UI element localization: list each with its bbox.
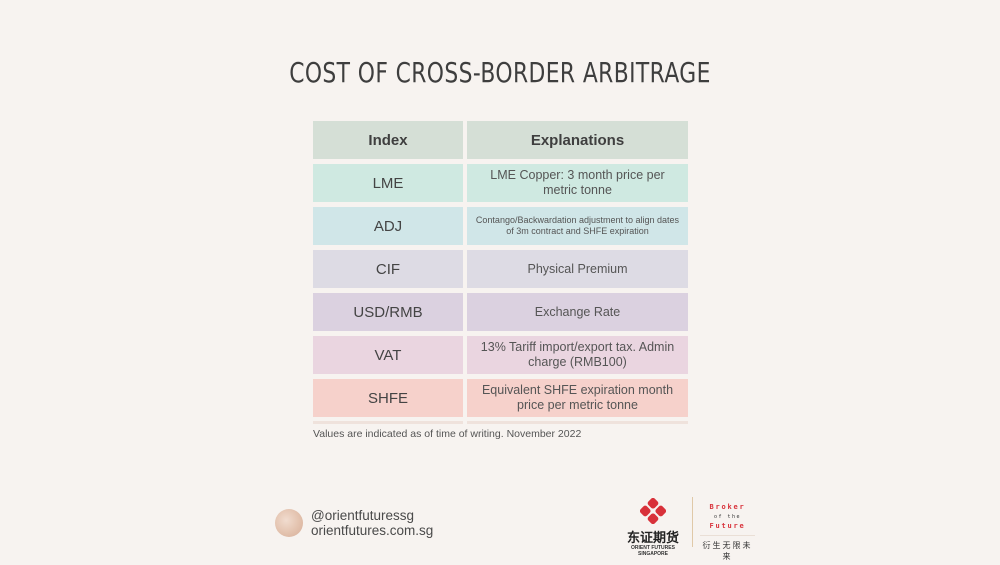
table-row: VAT 13% Tariff import/export tax. Admin … [313, 336, 688, 374]
explanation-cell: 13% Tariff import/export tax. Admin char… [467, 336, 688, 374]
footnote: Values are indicated as of time of writi… [313, 428, 582, 440]
table-row: ADJ Contango/Backwardation adjustment to… [313, 207, 688, 245]
explanation-cell: LME Copper: 3 month price per metric ton… [467, 164, 688, 202]
tagline-future: Future [709, 522, 746, 530]
logo-divider [692, 497, 693, 547]
table-header-row: Index Explanations [313, 121, 688, 159]
logo-region: SINGAPORE [637, 551, 668, 557]
website-link[interactable]: orientfutures.com.sg [311, 523, 434, 538]
tagline-block: Broker of the Future 衍生无限未来 [700, 502, 755, 562]
index-cell: LME [313, 164, 463, 202]
logo-mark-icon [639, 497, 667, 525]
tagline-of-the: of the [713, 514, 742, 520]
index-cell: VAT [313, 336, 463, 374]
index-cell: ADJ [313, 207, 463, 245]
explanation-cell: Equivalent SHFE expiration month price p… [467, 379, 688, 417]
table-row: CIF Physical Premium [313, 250, 688, 288]
header-explanations: Explanations [467, 121, 688, 159]
index-cell: CIF [313, 250, 463, 288]
social-block: @orientfuturessg orientfutures.com.sg [275, 508, 433, 538]
explanation-cell: Physical Premium [467, 250, 688, 288]
arbitrage-cost-table: Index Explanations LME LME Copper: 3 mon… [313, 121, 688, 424]
tagline-broker: Broker [709, 503, 746, 511]
social-handle[interactable]: @orientfuturessg [311, 508, 415, 523]
explanation-cell: Contango/Backwardation adjustment to ali… [467, 207, 688, 245]
logo-chinese-name: 东证期货 [626, 530, 679, 545]
table-bottom-strip [313, 421, 688, 424]
table-row: LME LME Copper: 3 month price per metric… [313, 164, 688, 202]
page-title: COST OF CROSS-BORDER ARBITRAGE [289, 56, 711, 89]
header-index: Index [313, 121, 463, 159]
explanation-cell: Exchange Rate [467, 293, 688, 331]
table-row: SHFE Equivalent SHFE expiration month pr… [313, 379, 688, 417]
logo-english-name: ORIENT FUTURES [631, 545, 675, 551]
table-row: USD/RMB Exchange Rate [313, 293, 688, 331]
index-cell: USD/RMB [313, 293, 463, 331]
orient-futures-logo: 东证期货 ORIENT FUTURES SINGAPORE [620, 497, 686, 557]
avatar [275, 509, 303, 537]
tagline-chinese: 衍生无限未来 [702, 541, 753, 561]
index-cell: SHFE [313, 379, 463, 417]
